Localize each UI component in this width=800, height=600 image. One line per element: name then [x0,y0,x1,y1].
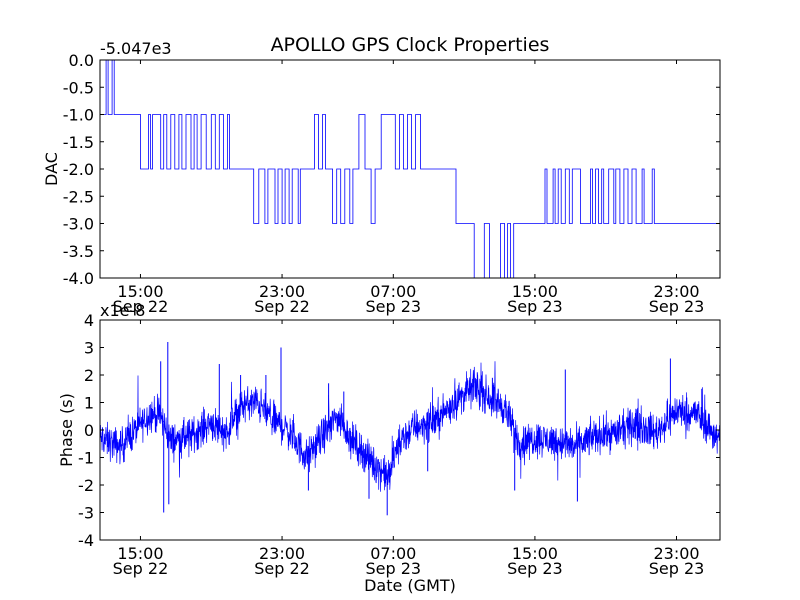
chart-title: APOLLO GPS Clock Properties [271,34,550,56]
dac-xtick-date: Sep 23 [366,297,422,316]
phase-xtick-date: Sep 22 [113,559,169,578]
dac-xtick-date: Sep 23 [649,297,705,316]
dac-ytick-label: -1.5 [63,133,94,152]
dac-xtick-date: Sep 23 [507,297,563,316]
phase-xtick-time: 23:00 [653,544,699,563]
dac-panel: 0.0 -0.5 -1.0 -1.5 -2.0 -2.5 -3.0 -3.5 -4.0 15:00… [42,39,721,316]
phase-xtick-date: Sep 23 [649,559,705,578]
dac-ylabel: DAC [42,152,61,186]
dac-ytick-label: -2.5 [63,187,94,206]
phase-ytick-label: -4 [78,531,94,550]
dac-xtick-time: 15:00 [512,282,558,301]
dac-offset-label: -5.047e3 [100,39,172,58]
dac-xtick-date: Sep 22 [113,297,169,316]
dac-ytick-label: -0.5 [63,78,94,97]
phase-xtick-time: 23:00 [259,544,305,563]
phase-offset-label: x1e-8 [100,301,145,320]
dac-series-group [100,60,720,278]
phase-ytick-label: 2 [84,366,94,385]
dac-ytick-label: -4.0 [63,269,94,288]
dac-ytick-label: -2.0 [63,160,94,179]
phase-xtick-date: Sep 23 [507,559,563,578]
phase-ytick-label: 0 [84,421,94,440]
phase-ytick-label: -1 [78,449,94,468]
dac-ytick-label: -3.5 [63,242,94,261]
phase-series-line [100,361,720,492]
phase-xtick-date: Sep 22 [254,559,310,578]
dac-ytick-label: 0.0 [69,51,94,70]
dac-xtick-date: Sep 22 [254,297,310,316]
phase-xtick-date: Sep 23 [366,559,422,578]
phase-ylabel: Phase (s) [57,393,76,467]
dac-xtick-time: 07:00 [370,282,416,301]
phase-xtick-time: 07:00 [370,544,416,563]
phase-ytick-label: 3 [84,339,94,358]
phase-xtick-time: 15:00 [512,544,558,563]
dac-xtick-time: 23:00 [653,282,699,301]
phase-xtick-time: 15:00 [117,544,163,563]
dac-ticks-group: 0.0 -0.5 -1.0 -1.5 -2.0 -2.5 -3.0 -3.5 -4.0 15:00… [63,51,720,316]
dac-ytick-label: -3.0 [63,215,94,234]
phase-ytick-label: -3 [78,504,94,523]
dac-xtick-time: 23:00 [259,282,305,301]
dac-series-line [100,60,720,278]
phase-ytick-label: -2 [78,476,94,495]
phase-ytick-label: 4 [84,311,94,330]
dac-ytick-label: -1.0 [63,106,94,125]
phase-xlabel: Date (GMT) [364,576,456,595]
dac-xtick-time: 15:00 [117,282,163,301]
phase-series-group [100,342,720,516]
phase-ytick-label: 1 [84,394,94,413]
